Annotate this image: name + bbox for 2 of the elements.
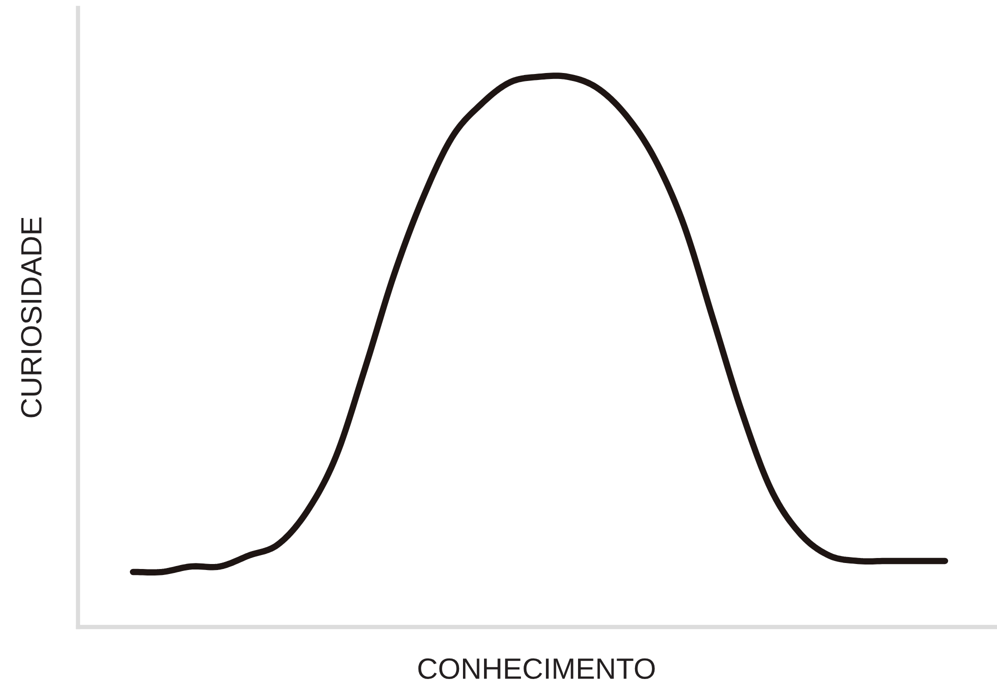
y-axis-title: CURIOSIDADE	[21, 217, 42, 418]
x-axis-title: CONHECIMENTO	[418, 658, 655, 679]
